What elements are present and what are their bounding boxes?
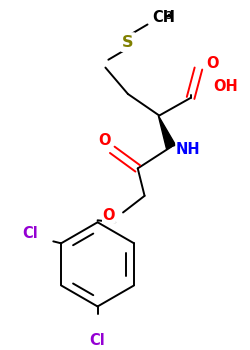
Text: S: S — [122, 35, 134, 50]
Text: O: O — [103, 208, 115, 223]
Text: NH: NH — [176, 142, 201, 157]
Text: O: O — [98, 133, 111, 147]
Text: Cl: Cl — [22, 226, 38, 241]
Text: OH: OH — [213, 79, 238, 94]
Text: Cl: Cl — [90, 333, 106, 348]
Text: 3: 3 — [165, 10, 172, 21]
Text: CH: CH — [152, 10, 176, 25]
Text: O: O — [206, 56, 219, 71]
Polygon shape — [158, 116, 176, 149]
